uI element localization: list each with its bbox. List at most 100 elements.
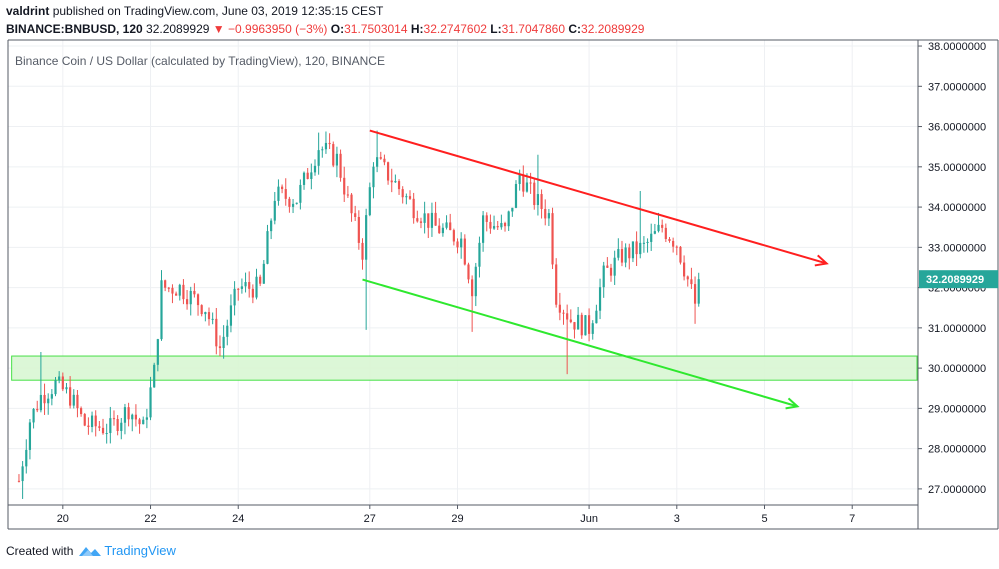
candle-down bbox=[76, 389, 79, 418]
x-tick-label: Jun bbox=[580, 513, 598, 525]
candle-up bbox=[507, 210, 510, 231]
candle-up bbox=[624, 243, 627, 268]
candle-body bbox=[620, 249, 624, 263]
candle-body bbox=[544, 208, 547, 219]
candle-body bbox=[149, 387, 152, 418]
candle-body bbox=[76, 394, 79, 409]
candle-up bbox=[142, 416, 145, 425]
candle-body bbox=[511, 207, 514, 212]
candle-body bbox=[635, 241, 638, 255]
candle-down bbox=[69, 376, 72, 409]
candle-up bbox=[584, 315, 587, 336]
candle-down bbox=[175, 291, 178, 296]
footer-branding: Created with TradingView bbox=[6, 543, 176, 559]
support-arrowhead-icon bbox=[785, 397, 800, 410]
candle-down bbox=[569, 309, 572, 324]
candle-up bbox=[536, 154, 540, 216]
candle-down bbox=[551, 207, 554, 270]
candle-body bbox=[492, 226, 496, 229]
y-tick-label: 29.0000000 bbox=[928, 403, 986, 415]
candle-body bbox=[138, 419, 141, 425]
tradingview-brand[interactable]: TradingView bbox=[104, 543, 176, 558]
open-label: O: bbox=[330, 22, 345, 36]
candle-up bbox=[160, 270, 163, 341]
candle-down bbox=[138, 417, 141, 434]
candle-down bbox=[339, 149, 342, 182]
candle-down bbox=[452, 228, 455, 246]
candle-body bbox=[500, 223, 503, 228]
candle-body bbox=[196, 294, 200, 306]
candle-down bbox=[580, 312, 583, 339]
candle-body bbox=[602, 265, 605, 288]
candle-body bbox=[628, 247, 631, 259]
candle-down bbox=[167, 286, 170, 293]
candle-body bbox=[606, 265, 609, 268]
candle-body bbox=[397, 181, 401, 190]
candle-up bbox=[577, 306, 580, 330]
candle-down bbox=[438, 218, 441, 234]
candle-body bbox=[489, 221, 492, 229]
created-with-text: Created with bbox=[6, 544, 74, 558]
candle-up bbox=[109, 406, 112, 444]
candle-up bbox=[90, 411, 94, 433]
candle-down bbox=[215, 308, 218, 355]
candle-body bbox=[573, 322, 576, 330]
last-price-badge bbox=[919, 270, 998, 289]
candle-body bbox=[653, 231, 656, 234]
candle-up bbox=[474, 262, 477, 307]
candle-up bbox=[189, 286, 192, 316]
candle-up bbox=[255, 268, 258, 300]
candle-body bbox=[153, 364, 156, 388]
candle-body bbox=[25, 449, 28, 467]
candle-body bbox=[460, 238, 463, 248]
candle-body bbox=[284, 189, 287, 199]
x-tick-label: 3 bbox=[674, 513, 680, 525]
y-tick-label: 33.0000000 bbox=[928, 242, 986, 254]
candle-body bbox=[452, 230, 455, 242]
candle-down bbox=[463, 234, 466, 266]
candle-body bbox=[291, 203, 295, 207]
candle-down bbox=[248, 271, 251, 298]
candle-body bbox=[427, 213, 430, 228]
candle-body bbox=[222, 336, 225, 349]
candle-up bbox=[500, 214, 503, 230]
candle-body bbox=[335, 153, 339, 166]
candle-body bbox=[262, 263, 265, 284]
candle-body bbox=[471, 279, 474, 297]
candle-body bbox=[595, 310, 598, 324]
candle-body bbox=[200, 305, 203, 315]
candle-body bbox=[412, 198, 415, 219]
candle-body bbox=[664, 227, 667, 240]
candle-down bbox=[134, 404, 138, 427]
candle-up bbox=[244, 272, 247, 293]
candle-up bbox=[511, 207, 514, 217]
y-tick-label: 28.0000000 bbox=[928, 444, 986, 456]
candle-down bbox=[98, 420, 101, 432]
price-change: −0.9963950 (−3%) bbox=[228, 22, 328, 36]
candle-down bbox=[533, 179, 536, 210]
candle-body bbox=[266, 231, 269, 264]
candle-body bbox=[229, 305, 233, 326]
candle-up bbox=[21, 461, 24, 499]
candle-body bbox=[482, 215, 485, 243]
candle-up bbox=[120, 417, 123, 440]
candle-down bbox=[328, 133, 331, 150]
candle-body bbox=[445, 222, 448, 228]
candle-body bbox=[281, 186, 284, 190]
candle-body bbox=[463, 238, 466, 265]
candle-body bbox=[350, 194, 353, 214]
candle-down bbox=[379, 151, 382, 160]
open-value: 31.7503014 bbox=[344, 22, 408, 36]
x-tick-label: 24 bbox=[232, 513, 244, 525]
candle-up bbox=[653, 223, 656, 235]
candle-body bbox=[525, 182, 529, 192]
last-price-text: 32.2089929 bbox=[146, 22, 210, 36]
candle-up bbox=[32, 407, 35, 429]
candle-body bbox=[441, 227, 444, 234]
candle-body bbox=[47, 398, 50, 404]
candle-body bbox=[683, 262, 686, 277]
author-name[interactable]: valdrint bbox=[6, 4, 50, 18]
candle-body bbox=[514, 183, 518, 208]
candle-body bbox=[28, 422, 32, 450]
